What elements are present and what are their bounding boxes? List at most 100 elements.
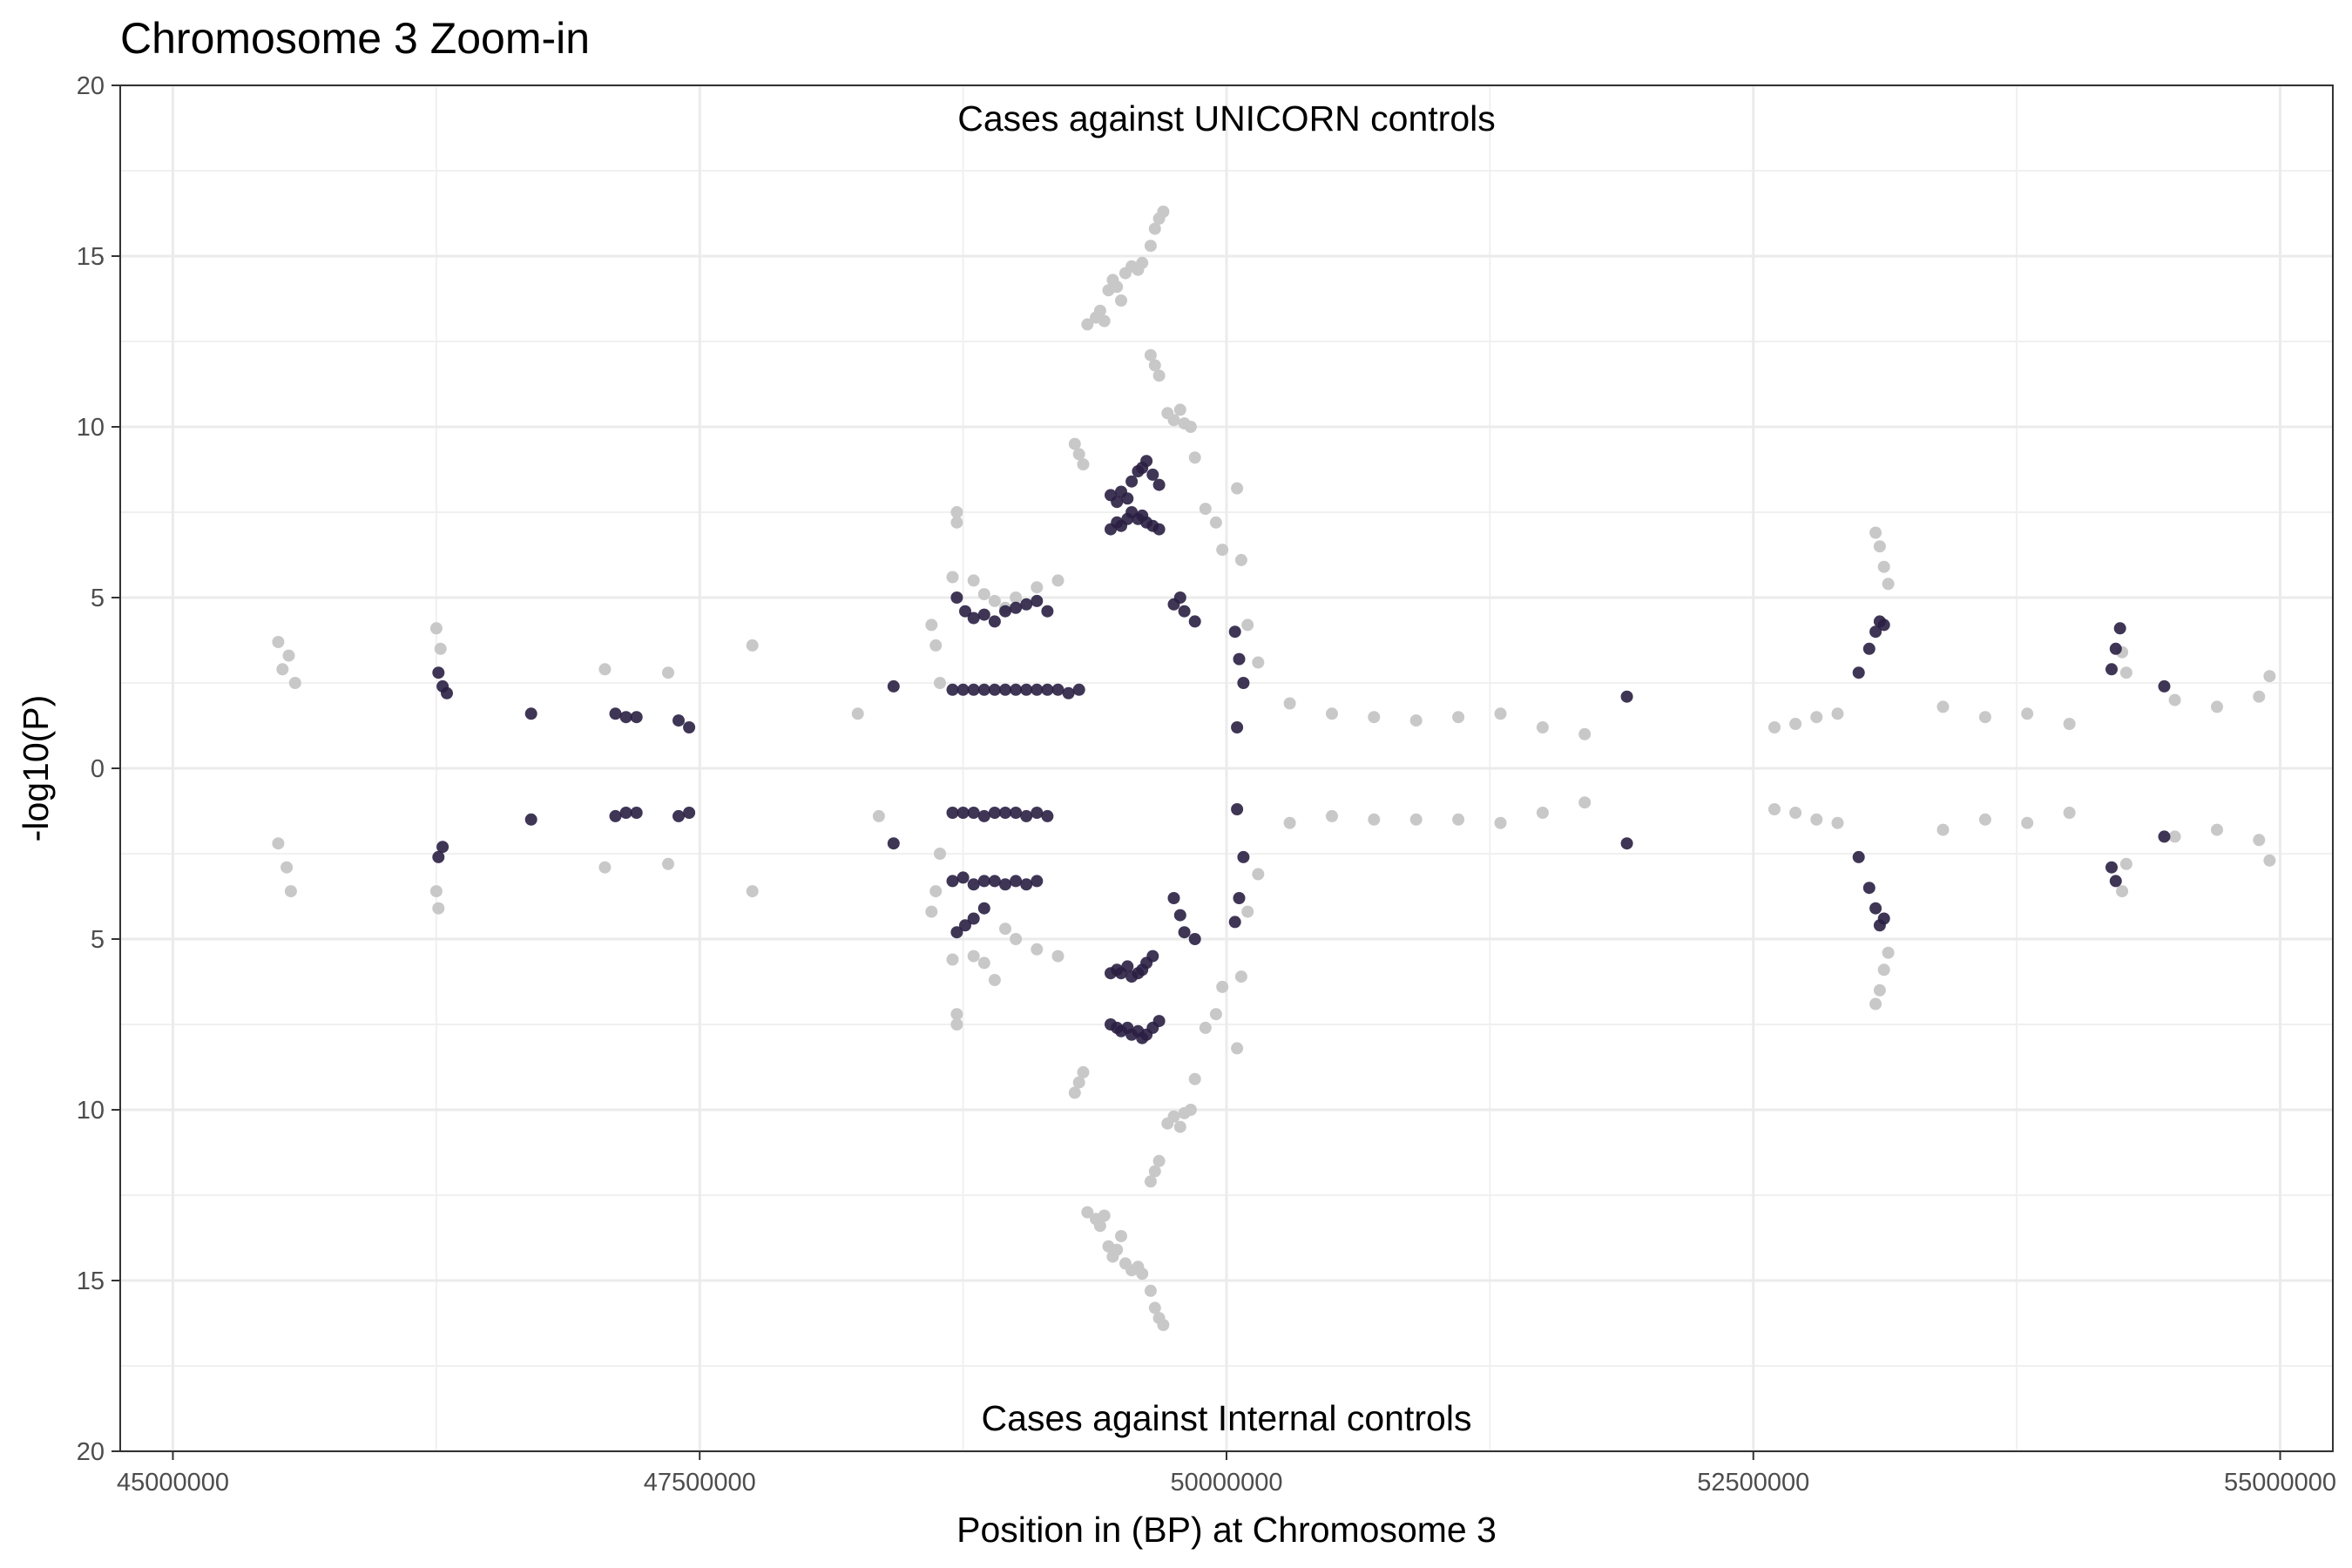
snp-point: [1768, 721, 1781, 733]
y-tick-label: 20: [77, 1438, 105, 1466]
snp-point: [282, 649, 295, 662]
snp-point: [1252, 868, 1265, 881]
snp-point: [1146, 950, 1159, 963]
snp-point: [1010, 807, 1023, 819]
snp-point: [1620, 690, 1633, 703]
snp-point: [1237, 850, 1250, 863]
snp-point: [1010, 601, 1023, 614]
snp-point: [1020, 683, 1033, 696]
chart-title: Chromosome 3 Zoom-in: [120, 14, 590, 63]
snp-point: [929, 885, 943, 898]
snp-point: [1031, 875, 1044, 888]
snp-point: [1283, 816, 1296, 829]
snp-point: [1152, 369, 1166, 382]
snp-point: [1178, 926, 1191, 939]
snp-point: [1831, 707, 1844, 720]
snp-point: [1173, 591, 1186, 604]
snp-point: [1010, 591, 1023, 604]
snp-point: [2105, 663, 2118, 676]
snp-point: [1051, 574, 1064, 587]
snp-point: [1062, 686, 1075, 700]
snp-point: [272, 837, 285, 850]
y-tick-label: 10: [77, 414, 105, 442]
snp-point: [956, 807, 970, 819]
snp-point: [1231, 721, 1244, 733]
snp-point: [1873, 540, 1886, 553]
snp-point: [1152, 1015, 1166, 1028]
snp-point: [1125, 475, 1139, 488]
snp-point: [1978, 813, 1991, 826]
x-tick-label: 50000000: [1170, 1469, 1282, 1497]
snp-point: [1869, 902, 1882, 915]
snp-point: [1452, 711, 1465, 724]
x-tick-label: 55000000: [2224, 1469, 2336, 1497]
snp-point: [1409, 714, 1423, 727]
snp-point: [1041, 683, 1054, 696]
snp-point: [2158, 679, 2171, 693]
snp-point: [1234, 553, 1247, 566]
snp-point: [1072, 683, 1085, 696]
snp-point: [1209, 516, 1222, 529]
snp-point: [1877, 912, 1890, 925]
snp-point: [1877, 618, 1890, 632]
snp-point: [1041, 605, 1054, 618]
snp-point: [1031, 594, 1044, 607]
snp-point: [2021, 707, 2034, 720]
snp-point: [429, 622, 443, 635]
snp-point: [1852, 666, 1865, 679]
snp-point: [524, 707, 537, 720]
snp-point: [1869, 625, 1882, 639]
snp-point: [967, 912, 980, 925]
snp-point: [1231, 1042, 1244, 1055]
snp-point: [1077, 458, 1090, 471]
snp-point: [432, 666, 445, 679]
snp-point: [1167, 414, 1180, 427]
snp-point: [925, 905, 938, 918]
snp-point: [598, 663, 612, 676]
snp-point: [1081, 1206, 1094, 1219]
snp-point: [746, 639, 759, 652]
snp-point: [950, 1008, 963, 1021]
snp-point: [1148, 222, 1161, 235]
snp-point: [2116, 885, 2129, 898]
snp-point: [630, 807, 643, 819]
snp-point: [1789, 807, 1802, 819]
snp-point: [999, 923, 1011, 936]
snp-point: [1178, 605, 1191, 618]
snp-point: [925, 618, 938, 632]
snp-point: [434, 642, 447, 655]
snp-point: [1810, 813, 1823, 826]
snp-point: [977, 809, 990, 822]
snp-point: [872, 809, 885, 822]
snp-point: [683, 807, 696, 819]
snp-point: [929, 639, 943, 652]
snp-point: [1882, 946, 1895, 959]
snp-point: [988, 974, 1001, 986]
snp-point: [950, 926, 963, 939]
snp-point: [887, 837, 900, 850]
snp-point: [999, 878, 1011, 891]
y-tick-label: 20: [77, 72, 105, 100]
snp-point: [1326, 809, 1338, 822]
snp-point: [946, 875, 959, 888]
snp-point: [1031, 943, 1044, 956]
snp-point: [1862, 642, 1876, 655]
snp-point: [1283, 697, 1296, 710]
snp-point: [2119, 857, 2132, 870]
snp-point: [746, 885, 759, 898]
snp-point: [1234, 970, 1247, 983]
snp-point: [977, 902, 990, 915]
snp-point: [1144, 1284, 1157, 1297]
snp-point: [1157, 1319, 1170, 1331]
snp-point: [1216, 980, 1229, 993]
snp-point: [1167, 892, 1180, 904]
snp-point: [2253, 834, 2266, 847]
snp-point: [1368, 711, 1381, 724]
snp-point: [1144, 1175, 1157, 1188]
snp-point: [609, 707, 622, 720]
snp-point: [1152, 1154, 1166, 1167]
snp-point: [672, 809, 685, 822]
snp-point: [1072, 1076, 1085, 1089]
x-axis-title: Position in (BP) at Chromosome 3: [956, 1510, 1497, 1550]
y-tick-label: 5: [91, 926, 105, 954]
